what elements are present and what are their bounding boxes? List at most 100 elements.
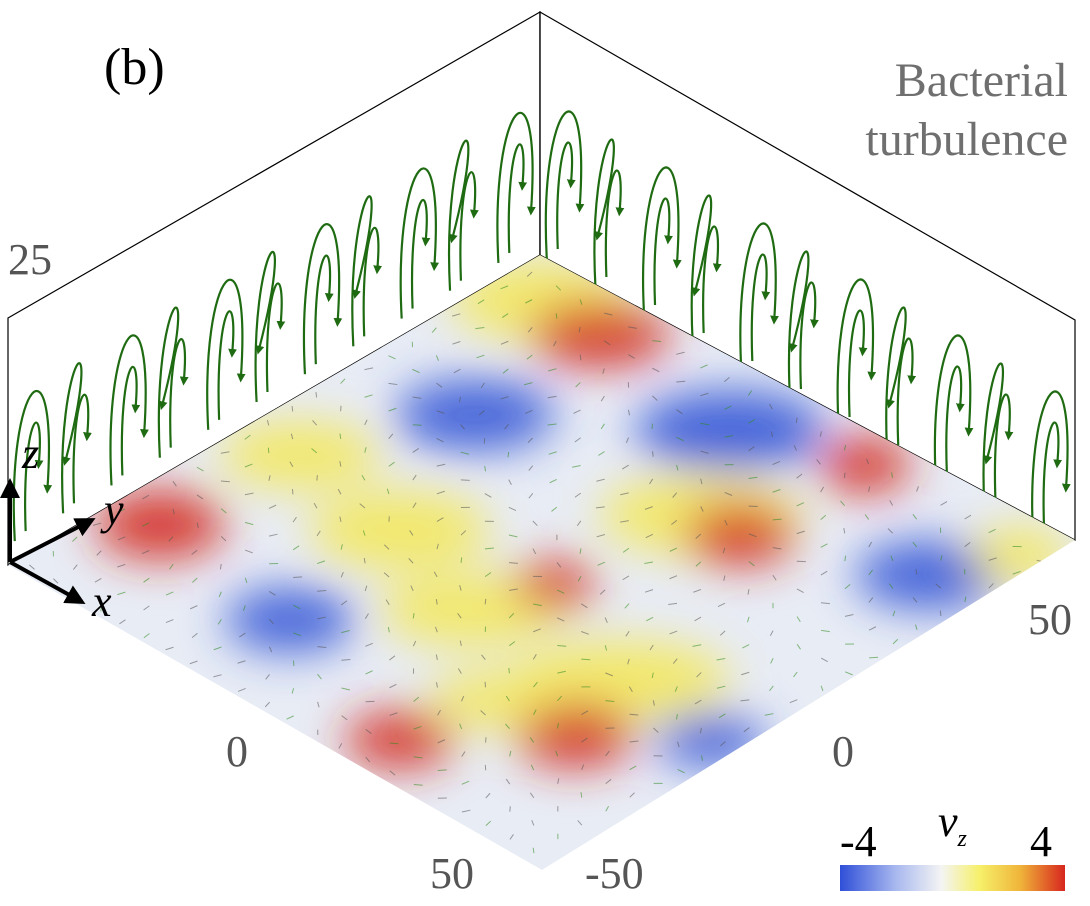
velocity-vector bbox=[389, 712, 398, 716]
velocity-vector bbox=[526, 354, 533, 360]
velocity-vector bbox=[480, 710, 486, 716]
velocity-vector bbox=[317, 673, 322, 680]
velocity-vector bbox=[244, 577, 248, 584]
velocity-vector bbox=[644, 589, 654, 593]
velocity-vector bbox=[527, 437, 533, 444]
velocity-vector bbox=[912, 541, 918, 548]
velocity-vector bbox=[628, 686, 633, 692]
velocity-vector bbox=[653, 727, 659, 733]
streamline bbox=[702, 225, 722, 334]
velocity-vector bbox=[868, 486, 871, 492]
velocity-vector bbox=[574, 437, 581, 443]
velocity-vector bbox=[597, 561, 606, 566]
velocity-vector bbox=[651, 672, 654, 679]
velocity-vector bbox=[676, 436, 684, 442]
velocity-vector bbox=[192, 577, 198, 583]
velocity-vector bbox=[383, 572, 390, 578]
velocity-vector bbox=[341, 630, 350, 634]
velocity-vector bbox=[362, 530, 366, 536]
velocity-vector bbox=[268, 618, 274, 625]
velocity-vector bbox=[529, 792, 535, 799]
velocity-vector bbox=[719, 630, 726, 636]
streamline bbox=[157, 306, 180, 458]
velocity-vector bbox=[533, 709, 537, 715]
velocity-vector bbox=[772, 574, 777, 581]
velocity-vector bbox=[365, 756, 371, 763]
velocity-vector bbox=[508, 613, 515, 619]
velocity-vector bbox=[573, 409, 581, 414]
streamline bbox=[885, 306, 907, 456]
velocity-vector bbox=[237, 687, 246, 692]
velocity-vector bbox=[770, 431, 773, 437]
velocity-vector bbox=[457, 668, 462, 674]
velocity-vector bbox=[189, 605, 198, 610]
velocity-vector bbox=[317, 701, 320, 708]
vz-blob bbox=[635, 390, 825, 470]
velocity-vector bbox=[196, 522, 199, 529]
velocity-vector bbox=[72, 564, 78, 570]
velocity-vector bbox=[143, 605, 150, 611]
velocity-vector bbox=[869, 656, 879, 659]
velocity-vector bbox=[268, 533, 278, 537]
velocity-vector bbox=[508, 562, 518, 564]
velocity-vector bbox=[292, 516, 297, 523]
velocity-vector bbox=[844, 555, 847, 562]
velocity-vector bbox=[244, 549, 253, 554]
velocity-vector bbox=[891, 472, 894, 478]
velocity-vector bbox=[412, 474, 417, 481]
velocity-vector bbox=[868, 626, 877, 631]
velocity-vector bbox=[268, 504, 277, 509]
velocity-vector bbox=[988, 557, 997, 561]
velocity-vector bbox=[460, 557, 463, 563]
velocity-vector bbox=[674, 686, 678, 692]
velocity-vector bbox=[669, 547, 678, 552]
velocity-vector bbox=[557, 644, 567, 647]
velocity-vector bbox=[507, 451, 510, 458]
velocity-vector bbox=[365, 728, 372, 734]
velocity-vector bbox=[668, 602, 678, 606]
velocity-vector bbox=[71, 536, 78, 542]
velocity-vector bbox=[142, 494, 150, 500]
velocity-vector bbox=[717, 602, 726, 607]
vz-blob bbox=[855, 541, 1005, 609]
velocity-vector bbox=[218, 591, 222, 598]
velocity-vector bbox=[677, 741, 680, 748]
velocity-vector bbox=[213, 646, 222, 651]
velocity-vector bbox=[843, 444, 847, 451]
velocity-vector bbox=[675, 713, 678, 720]
velocity-vector bbox=[723, 376, 730, 383]
velocity-vector bbox=[820, 629, 830, 633]
velocity-vector bbox=[165, 591, 174, 596]
vz-blob bbox=[225, 588, 355, 652]
velocity-vector bbox=[436, 410, 445, 414]
velocity-vector bbox=[339, 516, 342, 523]
velocity-vector bbox=[747, 616, 750, 623]
velocity-vector bbox=[529, 737, 535, 743]
streamline bbox=[351, 195, 373, 347]
velocity-vector bbox=[386, 488, 390, 495]
velocity-vector bbox=[485, 820, 492, 827]
velocity-vector bbox=[239, 632, 246, 638]
streamline bbox=[799, 281, 819, 390]
streamline bbox=[254, 250, 276, 403]
velocity-vector bbox=[621, 464, 629, 470]
velocity-vector bbox=[508, 479, 512, 486]
streamline bbox=[265, 282, 286, 393]
streamline bbox=[410, 199, 431, 309]
velocity-vector bbox=[579, 299, 583, 305]
panel-label: (b) bbox=[104, 39, 165, 96]
velocity-vector bbox=[628, 326, 637, 329]
velocity-vector bbox=[581, 631, 590, 635]
velocity-vector bbox=[629, 740, 639, 743]
velocity-vector bbox=[796, 473, 803, 479]
velocity-vector bbox=[242, 605, 246, 611]
velocity-vector bbox=[649, 644, 654, 651]
streamline bbox=[72, 393, 92, 504]
streamline bbox=[120, 365, 141, 476]
velocity-vector bbox=[695, 561, 702, 567]
vz-blob bbox=[310, 490, 490, 570]
velocity-vector bbox=[172, 508, 175, 515]
velocity-vector bbox=[408, 558, 414, 564]
streamline bbox=[933, 334, 974, 484]
velocity-vector bbox=[988, 528, 996, 534]
